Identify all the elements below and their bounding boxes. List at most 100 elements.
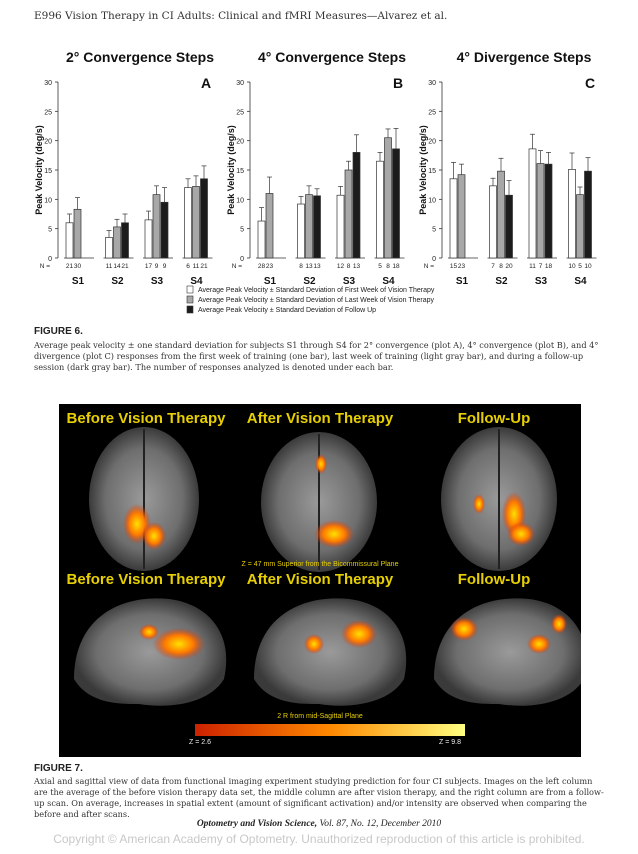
category-label: S4 bbox=[382, 276, 395, 287]
bar bbox=[152, 194, 161, 259]
legend-swatch bbox=[186, 285, 194, 294]
bar bbox=[160, 201, 169, 259]
colorbar-max-label: Z = 9.8 bbox=[439, 739, 461, 746]
bar bbox=[457, 174, 466, 259]
n-label: N = bbox=[40, 263, 51, 270]
colorbar bbox=[195, 724, 465, 736]
n-count-label: 14 bbox=[113, 263, 121, 270]
category-label: S4 bbox=[574, 276, 587, 287]
n-count-label: 18 bbox=[392, 263, 400, 270]
panel-title-axial-after: After Vision Therapy bbox=[246, 410, 394, 427]
figure-6-caption: Average peak velocity ± one standard dev… bbox=[34, 340, 599, 372]
n-count-label: 8 bbox=[386, 263, 390, 270]
n-count-label: 8 bbox=[299, 263, 303, 270]
bar bbox=[497, 170, 505, 259]
n-count-label: 10 bbox=[568, 263, 576, 270]
n-count-label: 20 bbox=[505, 263, 513, 270]
axial-plane-note: Z = 47 mm Superior from the Bicommissura… bbox=[241, 561, 399, 568]
fmri-images bbox=[74, 427, 587, 736]
panel-title-sagittal-before: Before Vision Therapy bbox=[66, 571, 226, 588]
y-tick-label: 25 bbox=[44, 109, 52, 116]
bar bbox=[305, 194, 313, 259]
bar bbox=[184, 187, 192, 259]
n-count-label: 18 bbox=[545, 263, 553, 270]
y-tick-label: 0 bbox=[48, 256, 52, 263]
figure-6-bar-charts: 2° Convergence Steps A Peak Velocity (deg/… bbox=[34, 49, 597, 314]
category-label: S3 bbox=[151, 276, 164, 287]
n-count-label: 11 bbox=[193, 263, 200, 270]
copyright-notice: Copyright © American Academy of Optometr… bbox=[53, 832, 585, 846]
category-label: S4 bbox=[190, 276, 203, 287]
n-count-label: 12 bbox=[337, 263, 345, 270]
panel-title-sagittal-after: After Vision Therapy bbox=[246, 571, 394, 588]
figure-7-fmri-panel: Before Vision Therapy After Vision Thera… bbox=[59, 404, 587, 757]
n-count-label: 9 bbox=[155, 263, 159, 270]
chart-title: 4° Divergence Steps bbox=[457, 49, 592, 65]
sagittal-after-brain bbox=[254, 598, 407, 706]
y-tick-label: 5 bbox=[432, 227, 436, 234]
y-tick-label: 15 bbox=[44, 168, 52, 175]
bar bbox=[352, 152, 361, 259]
legend-swatch bbox=[186, 305, 194, 314]
n-count-label: 15 bbox=[450, 263, 458, 270]
n-count-label: 21 bbox=[121, 263, 129, 270]
n-count-label: 21 bbox=[200, 263, 208, 270]
running-head: E996 Vision Therapy in CI Adults: Clinic… bbox=[34, 10, 448, 22]
y-tick-label: 10 bbox=[44, 197, 52, 204]
n-label: N = bbox=[424, 263, 435, 270]
sagittal-before-brain bbox=[74, 598, 227, 706]
bar bbox=[73, 208, 82, 259]
axial-before-brain bbox=[89, 427, 199, 571]
y-tick-label: 20 bbox=[428, 139, 436, 146]
bar bbox=[568, 169, 576, 259]
n-count-label: 17 bbox=[145, 263, 153, 270]
y-axis-label: Peak Velocity (deg/s) bbox=[34, 125, 44, 215]
n-count-label: 8 bbox=[499, 263, 503, 270]
n-count-label: 5 bbox=[578, 263, 582, 270]
category-label: S1 bbox=[456, 276, 469, 287]
y-tick-label: 30 bbox=[428, 80, 436, 87]
legend-swatch bbox=[186, 295, 194, 304]
n-count-label: 13 bbox=[313, 263, 321, 270]
bar bbox=[489, 185, 497, 259]
n-count-label: 7 bbox=[491, 263, 495, 270]
sagittal-follow-brain bbox=[434, 598, 587, 706]
bar bbox=[200, 178, 208, 259]
panel-title-axial-before: Before Vision Therapy bbox=[66, 410, 226, 427]
bar bbox=[192, 186, 200, 259]
n-count-label: 23 bbox=[458, 263, 466, 270]
bar bbox=[65, 222, 74, 259]
journal-issue: Vol. 87, No. 12, December 2010 bbox=[317, 819, 442, 829]
n-count-label: 28 bbox=[258, 263, 266, 270]
figure-7-caption: Axial and sagittal view of data from fun… bbox=[34, 776, 604, 819]
bar bbox=[144, 219, 153, 259]
y-axis-label: Peak Velocity (deg/s) bbox=[226, 125, 236, 215]
n-count-label: 30 bbox=[74, 263, 82, 270]
bar bbox=[376, 160, 384, 259]
bar bbox=[392, 148, 400, 259]
n-count-label: 10 bbox=[584, 263, 592, 270]
bar bbox=[344, 169, 353, 259]
y-tick-label: 10 bbox=[428, 197, 436, 204]
y-tick-label: 25 bbox=[236, 109, 244, 116]
category-label: S1 bbox=[264, 276, 277, 287]
figure-7-title: FIGURE 7. bbox=[34, 763, 83, 774]
bar bbox=[265, 193, 274, 259]
y-axis-label: Peak Velocity (deg/s) bbox=[418, 125, 428, 215]
y-tick-label: 15 bbox=[428, 168, 436, 175]
chart-panel-label: B bbox=[393, 75, 403, 91]
panel-title-sagittal-follow: Follow-Up bbox=[457, 571, 531, 588]
y-tick-label: 0 bbox=[432, 256, 436, 263]
category-label: S3 bbox=[535, 276, 548, 287]
bar bbox=[584, 170, 592, 259]
colorbar-min-label: Z = 2.6 bbox=[189, 739, 211, 746]
chart-title: 4° Convergence Steps bbox=[258, 49, 406, 65]
y-tick-label: 10 bbox=[236, 197, 244, 204]
bar bbox=[297, 203, 305, 259]
y-tick-label: 30 bbox=[236, 80, 244, 87]
chart-title: 2° Convergence Steps bbox=[66, 49, 214, 65]
n-count-label: 8 bbox=[347, 263, 351, 270]
y-tick-label: 0 bbox=[240, 256, 244, 263]
y-tick-label: 20 bbox=[236, 139, 244, 146]
y-tick-label: 20 bbox=[44, 139, 52, 146]
